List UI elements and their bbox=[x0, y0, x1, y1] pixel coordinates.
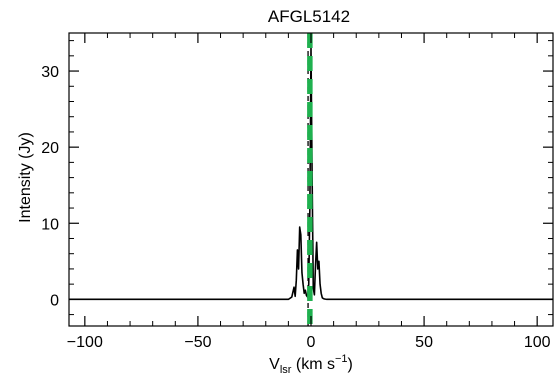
x-tick-label: 0 bbox=[307, 334, 316, 351]
y-tick-label: 10 bbox=[41, 216, 59, 233]
plot-area bbox=[69, 33, 553, 326]
x-tick-label: 50 bbox=[415, 334, 433, 351]
y-tick-label: 0 bbox=[50, 292, 59, 309]
x-axis-label-subscript: lsr bbox=[280, 364, 292, 376]
x-axis-label: Vlsr (km s−1) bbox=[269, 353, 353, 376]
x-tick-label: −100 bbox=[67, 334, 103, 351]
x-tick-label: 100 bbox=[524, 334, 551, 351]
x-tick-label: −50 bbox=[184, 334, 211, 351]
axes: −100 −50 0 50 100 0 10 20 30 bbox=[41, 32, 554, 351]
y-axis-label: Intensity (Jy) bbox=[17, 132, 34, 223]
chart-title: AFGL5142 bbox=[268, 7, 350, 26]
x-axis-label-superscript: −1 bbox=[335, 353, 348, 365]
x-axis-label-base: V bbox=[269, 356, 280, 373]
y-tick-label: 20 bbox=[41, 140, 59, 157]
x-axis-label-units: (km s bbox=[291, 356, 335, 373]
y-tick-label: 30 bbox=[41, 64, 59, 81]
x-axis-label-close: ) bbox=[348, 356, 353, 373]
